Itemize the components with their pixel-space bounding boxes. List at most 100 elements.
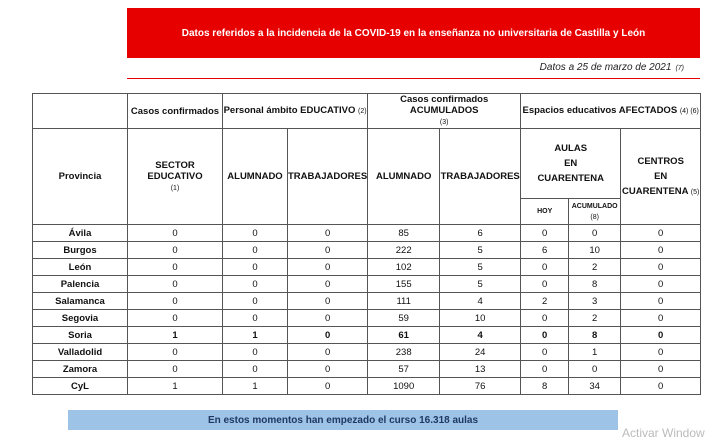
value-cell: 0 xyxy=(286,275,369,293)
value-cell: 0 xyxy=(620,360,702,378)
table-row: Zamora 0 0 0 57 13 0 0 0 xyxy=(32,360,702,378)
value-cell: 85 xyxy=(367,224,441,242)
province-cell: Ávila xyxy=(32,224,128,242)
value-cell: 6 xyxy=(439,224,522,242)
group-header: Personal ámbito EDUCATIVO (2) xyxy=(221,93,369,129)
value-cell: 0 xyxy=(520,309,570,327)
value-cell: 1090 xyxy=(367,377,441,395)
value-cell: 0 xyxy=(222,292,288,310)
value-cell: 10 xyxy=(439,309,522,327)
value-cell: 0 xyxy=(568,224,622,242)
value-cell: 1 xyxy=(222,377,288,395)
label: Casos confirmados ACUMULADOS xyxy=(400,94,489,116)
value-cell: 59 xyxy=(367,309,441,327)
value-cell: 0 xyxy=(286,343,369,361)
value-cell: 13 xyxy=(439,360,522,378)
date-line: Datos a 25 de marzo de 2021 (7) xyxy=(540,62,684,73)
value-cell: 0 xyxy=(620,224,702,242)
value-cell: 0 xyxy=(222,343,288,361)
value-cell: 2 xyxy=(568,258,622,276)
column-header: CENTROS EN CUARENTENA (5) xyxy=(620,128,702,225)
label: CENTROS xyxy=(637,155,684,167)
column-header: Provincia xyxy=(32,128,128,225)
province-cell: Zamora xyxy=(32,360,128,378)
table-row: Valladolid 0 0 0 238 24 0 1 0 xyxy=(32,343,702,361)
province-cell: Segovia xyxy=(32,309,128,327)
value-cell: 0 xyxy=(620,326,702,344)
value-cell: 2 xyxy=(520,292,570,310)
value-cell: 5 xyxy=(439,241,522,259)
province-cell: CyL xyxy=(32,377,128,395)
value-cell: 222 xyxy=(367,241,441,259)
value-cell: 0 xyxy=(620,258,702,276)
table-row: Segovia 0 0 0 59 10 0 2 0 xyxy=(32,309,702,327)
note: (8) xyxy=(590,213,599,221)
column-header: SECTOR EDUCATIVO (1) xyxy=(127,128,223,225)
value-cell: 0 xyxy=(222,309,288,327)
value-cell: 4 xyxy=(439,292,522,310)
value-cell: 61 xyxy=(367,326,441,344)
value-cell: 1 xyxy=(127,326,223,344)
value-cell: 0 xyxy=(620,377,702,395)
value-cell: 34 xyxy=(568,377,622,395)
date: Datos a 25 de marzo de 2021 xyxy=(539,62,672,73)
value-cell: 8 xyxy=(520,377,570,395)
province-cell: León xyxy=(32,258,128,276)
value-cell: 0 xyxy=(286,241,369,259)
value-cell: 4 xyxy=(439,326,522,344)
label: Espacios educativos AFECTADOS xyxy=(522,105,678,116)
label: EN xyxy=(654,170,668,182)
table-row: Ávila 0 0 0 85 6 0 0 0 xyxy=(32,224,702,242)
column-header: HOY xyxy=(520,198,570,225)
value-cell: 0 xyxy=(222,360,288,378)
rule xyxy=(127,78,700,79)
value-cell: 2 xyxy=(568,309,622,327)
value-cell: 0 xyxy=(620,292,702,310)
column-header: TRABAJADORES xyxy=(439,128,522,225)
label: ACUMULADO xyxy=(571,202,618,210)
value-cell: 0 xyxy=(286,292,369,310)
value-cell: 0 xyxy=(520,343,570,361)
value-cell: 0 xyxy=(127,224,223,242)
value-cell: 6 xyxy=(520,241,570,259)
value-cell: 8 xyxy=(568,275,622,293)
footer: En estos momentos han empezado el curso … xyxy=(68,410,618,430)
table-row: Salamanca 0 0 0 111 4 2 3 0 xyxy=(32,292,702,310)
value-cell: 24 xyxy=(439,343,522,361)
value-cell: 5 xyxy=(439,258,522,276)
value-cell: 0 xyxy=(620,309,702,327)
label: CUARENTENA xyxy=(622,185,689,197)
table-row: Burgos 0 0 0 222 5 6 10 0 xyxy=(32,241,702,259)
column-header: ALUMNADO xyxy=(367,128,441,225)
value-cell: 0 xyxy=(222,241,288,259)
table-row: Soria 1 1 0 61 4 0 8 0 xyxy=(32,326,702,344)
value-cell: 111 xyxy=(367,292,441,310)
value-cell: 0 xyxy=(520,275,570,293)
value-cell: 155 xyxy=(367,275,441,293)
note: (1) xyxy=(170,184,180,192)
value-cell: 0 xyxy=(520,224,570,242)
value-cell: 0 xyxy=(127,258,223,276)
value-cell: 0 xyxy=(127,343,223,361)
column-header: ACUMULADO (8) xyxy=(568,198,622,225)
table: Casos confirmados Personal ámbito EDUCAT… xyxy=(32,93,702,395)
value-cell: 0 xyxy=(620,275,702,293)
value-cell: 0 xyxy=(127,275,223,293)
column-header: AULAS EN CUARENTENA xyxy=(520,128,622,199)
value-cell: 10 xyxy=(568,241,622,259)
label: EN xyxy=(564,158,578,169)
value-cell: 0 xyxy=(568,360,622,378)
column-header: TRABAJADORES xyxy=(286,128,369,225)
value-cell: 0 xyxy=(286,360,369,378)
value-cell: 0 xyxy=(127,241,223,259)
label: Personal ámbito EDUCATIVO xyxy=(223,105,356,116)
value-cell: 0 xyxy=(286,258,369,276)
value-cell: 1 xyxy=(568,343,622,361)
value-cell: 0 xyxy=(620,343,702,361)
note: (3) xyxy=(439,119,449,126)
value-cell: 1 xyxy=(127,377,223,395)
value-cell: 0 xyxy=(222,275,288,293)
value-cell: 0 xyxy=(520,258,570,276)
table-row: León 0 0 0 102 5 0 2 0 xyxy=(32,258,702,276)
